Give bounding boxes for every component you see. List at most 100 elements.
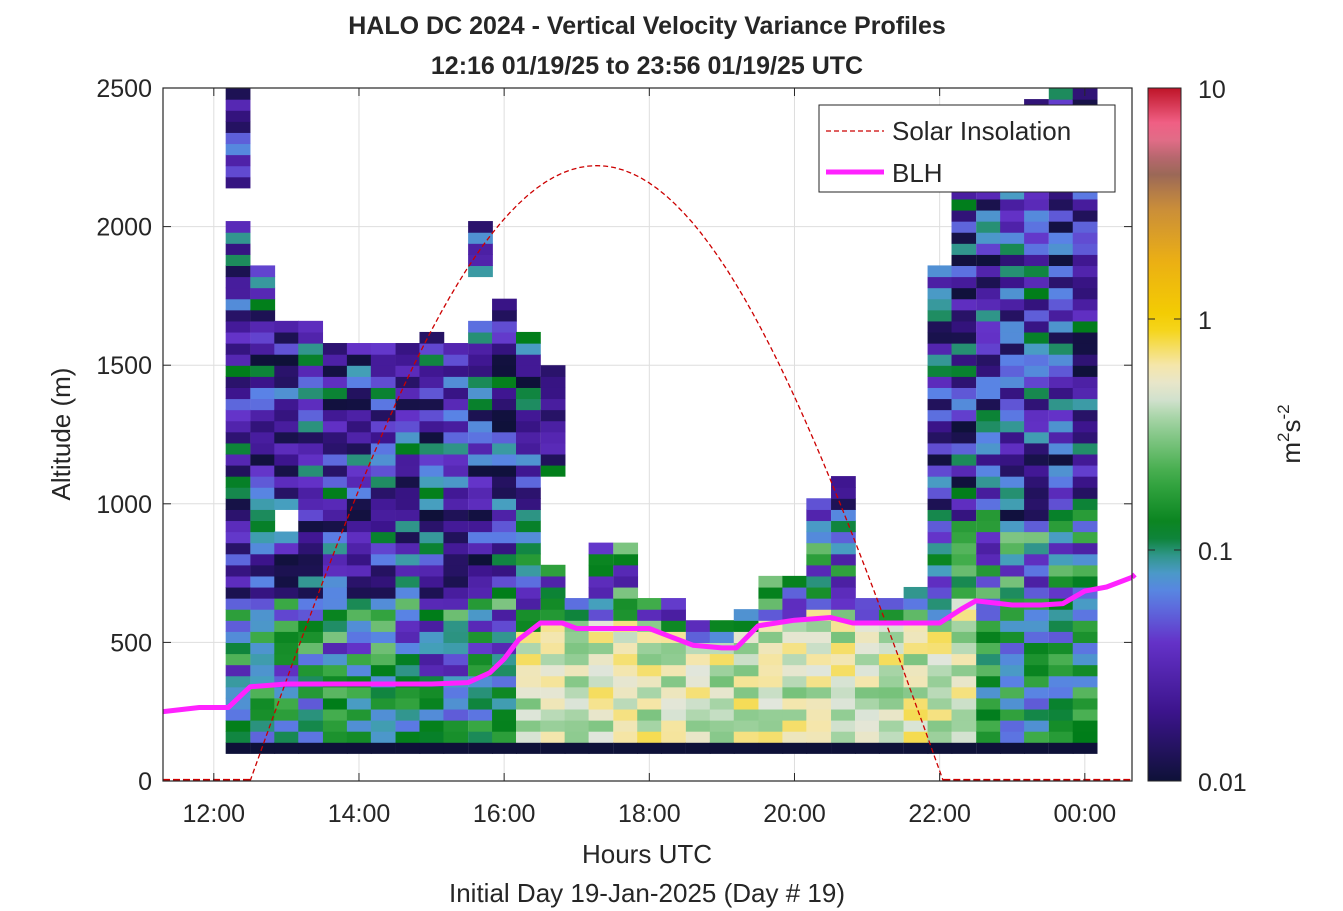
heatmap-cell [927, 453, 953, 466]
heatmap-cell [322, 697, 348, 710]
heatmap-cell [298, 742, 324, 754]
heatmap-cell [274, 420, 300, 433]
heatmap-cell [1048, 531, 1074, 544]
heatmap-cell [346, 731, 372, 743]
heatmap-cell [516, 365, 541, 377]
heatmap-cell [1024, 520, 1049, 533]
colorbar-gradient [1148, 88, 1181, 781]
heatmap-cell [709, 742, 735, 754]
heatmap-cell [540, 731, 566, 743]
heatmap-cell [395, 398, 421, 411]
heatmap-cell [250, 265, 276, 278]
heatmap-cell [564, 708, 590, 721]
heatmap-cell [976, 442, 1001, 455]
heatmap-cell [322, 487, 348, 499]
heatmap-cell [540, 697, 566, 710]
heatmap-cell [854, 653, 880, 666]
heatmap-cell [951, 564, 977, 577]
heatmap-cell [346, 564, 372, 577]
heatmap-cell [346, 476, 372, 488]
heatmap-cell [250, 598, 276, 610]
x-axis-sublabel: Initial Day 19-Jan-2025 (Day # 19) [449, 878, 845, 908]
heatmap-cell [951, 232, 977, 244]
heatmap-cell [1072, 498, 1098, 510]
heatmap-cell [225, 409, 251, 422]
heatmap-cell [516, 431, 541, 444]
heatmap-cell [468, 442, 493, 455]
heatmap-cell [1048, 620, 1074, 632]
heatmap-cell [370, 620, 396, 632]
heatmap-cell [733, 720, 759, 732]
heatmap-cell [274, 642, 300, 655]
heatmap-cell [274, 343, 300, 355]
heatmap-cell [298, 464, 324, 477]
heatmap-cell [274, 742, 300, 754]
heatmap-cell [225, 254, 251, 267]
heatmap-cell [419, 453, 445, 466]
heatmap-cell [976, 276, 1001, 289]
heatmap-cell [468, 520, 493, 533]
heatmap-cell [976, 232, 1001, 244]
x-tick-label: 14:00 [328, 800, 391, 828]
heatmap-cell [709, 675, 735, 688]
heatmap-cell [854, 609, 880, 621]
heatmap-cell [637, 642, 662, 655]
heatmap-cell [298, 365, 324, 377]
heatmap-cell [516, 498, 541, 510]
heatmap-cell [951, 553, 977, 566]
heatmap-cell [225, 165, 251, 178]
heatmap-cell [976, 476, 1001, 488]
heatmap-cell [637, 675, 662, 688]
heatmap-cell [976, 221, 1001, 233]
heatmap-cell [661, 686, 686, 699]
heatmap-cell [1072, 420, 1098, 433]
heatmap-cell [637, 631, 662, 643]
heatmap-cell [250, 575, 276, 588]
heatmap-cell [878, 686, 904, 699]
heatmap-cell [976, 708, 1001, 721]
heatmap-cell [225, 331, 251, 344]
heatmap-cell [225, 387, 251, 400]
heatmap-cell [1072, 343, 1098, 355]
heatmap-cell [758, 653, 784, 666]
heatmap-cell [878, 720, 904, 732]
heatmap-cell [1072, 731, 1098, 743]
heatmap-cell [588, 598, 614, 610]
heatmap-cell [468, 742, 493, 754]
heatmap-cell [540, 575, 566, 588]
heatmap-cell [419, 575, 445, 588]
heatmap-cell [298, 476, 324, 488]
heatmap-cell [1000, 354, 1025, 366]
heatmap-cell [274, 731, 300, 743]
heatmap-cell [1048, 221, 1074, 233]
heatmap-cell [951, 675, 977, 688]
heatmap-cell [443, 464, 469, 477]
heatmap-cell [951, 487, 977, 499]
heatmap-cell [1072, 298, 1098, 311]
heatmap-cell [274, 564, 300, 577]
heatmap-cell [951, 309, 977, 322]
heatmap-cell [854, 686, 880, 699]
heatmap-cell [1024, 209, 1049, 222]
heatmap-cell [1048, 487, 1074, 499]
heatmap-cell [806, 620, 832, 632]
heatmap-cell [370, 686, 396, 699]
heatmap-cell [806, 697, 832, 710]
heatmap-cell [346, 442, 372, 455]
heatmap-cell [492, 354, 517, 366]
heatmap-cell [976, 365, 1001, 377]
heatmap-cell [419, 431, 445, 444]
heatmap-cell [758, 742, 784, 754]
heatmap-cell [1000, 708, 1025, 721]
heatmap-cell [903, 664, 929, 677]
heatmap-cell [564, 675, 590, 688]
heatmap-cell [492, 509, 517, 522]
heatmap-cell [709, 664, 735, 677]
heatmap-cell [250, 720, 276, 732]
heatmap-cell [346, 631, 372, 643]
heatmap-cell [951, 331, 977, 344]
heatmap-cell [346, 498, 372, 510]
heatmap-cell [758, 731, 784, 743]
heatmap-cell [370, 731, 396, 743]
heatmap-cell [298, 564, 324, 577]
